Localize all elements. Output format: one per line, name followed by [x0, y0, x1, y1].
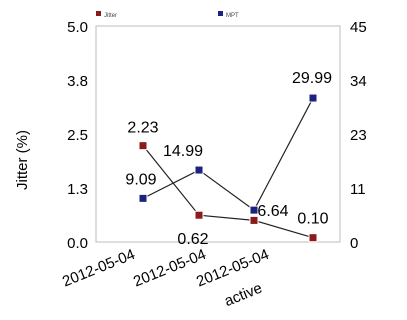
- left-tick-label: 2.5: [67, 127, 88, 144]
- x-axis: 2012-05-04 2012-05-04 2012-05-04: [60, 246, 272, 291]
- legend: Jitter MPT: [96, 11, 239, 19]
- data-point: [308, 93, 318, 103]
- data-label: 2.23: [127, 120, 158, 137]
- left-tick-label: 1.3: [67, 181, 88, 198]
- data-point: [194, 210, 204, 220]
- data-point: [249, 205, 259, 215]
- data-point: [249, 215, 259, 225]
- series-jitter: 2.23 0.62 0.10: [127, 120, 328, 249]
- legend-marker-mpt: [218, 11, 223, 16]
- right-tick-label: 45: [350, 19, 367, 36]
- right-tick-label: 34: [350, 73, 367, 90]
- series-line: [142, 97, 314, 212]
- data-label: 0.62: [177, 231, 208, 248]
- data-label: 6.64: [257, 203, 288, 220]
- x-axis-title: active: [222, 280, 265, 310]
- data-point: [138, 141, 148, 151]
- x-tick-label: 2012-05-04: [60, 246, 138, 291]
- data-point: [194, 165, 204, 175]
- data-label: 9.09: [125, 171, 156, 188]
- plot-area: [95, 25, 341, 243]
- legend-marker-jitter: [96, 11, 101, 16]
- data-label: 14.99: [163, 143, 203, 160]
- right-tick-label: 0: [350, 235, 358, 252]
- right-axis: 45 34 23 11 0: [350, 19, 367, 252]
- right-tick-label: 11: [350, 181, 366, 198]
- left-tick-label: 3.8: [67, 73, 88, 90]
- data-point: [308, 233, 318, 243]
- left-tick-label: 5.0: [67, 19, 88, 36]
- series-line: [142, 145, 314, 239]
- right-tick-label: 23: [350, 127, 367, 144]
- y-axis-title: Jitter (%): [14, 130, 31, 190]
- series-mpt: 9.09 14.99 6.64 29.99: [125, 70, 332, 220]
- data-point: [138, 193, 148, 203]
- left-axis: 5.0 3.8 2.5 1.3 0.0: [67, 19, 88, 252]
- legend-label-mpt: MPT: [226, 13, 239, 19]
- left-tick-label: 0.0: [67, 235, 88, 252]
- data-label: 0.10: [297, 211, 328, 228]
- data-label: 29.99: [292, 70, 332, 87]
- legend-label-jitter: Jitter: [104, 13, 117, 19]
